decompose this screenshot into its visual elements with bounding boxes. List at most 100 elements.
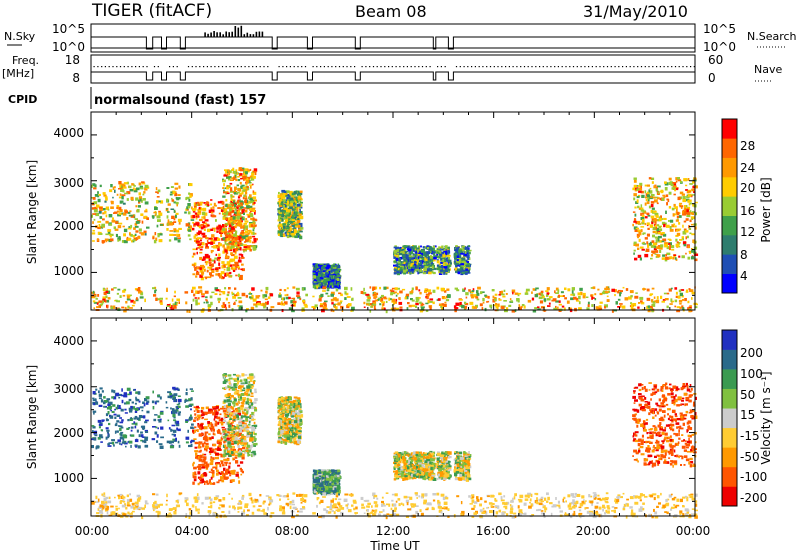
data-cell bbox=[454, 262, 458, 266]
data-cell bbox=[142, 427, 145, 430]
data-cell bbox=[211, 269, 215, 273]
data-cell bbox=[250, 218, 253, 221]
data-cell bbox=[196, 241, 200, 244]
power-cbar-12: 12 bbox=[740, 225, 755, 239]
nave-dot bbox=[350, 66, 352, 68]
cpid-text: normalsound (fast) 157 bbox=[94, 93, 266, 108]
data-cell bbox=[249, 194, 252, 198]
data-cell bbox=[432, 289, 436, 293]
data-cell bbox=[679, 180, 683, 183]
data-cell bbox=[249, 229, 252, 233]
data-cell bbox=[116, 420, 120, 423]
power-colorbar-frame bbox=[721, 118, 738, 294]
data-cell bbox=[228, 217, 230, 221]
data-cell bbox=[676, 215, 680, 219]
data-cell bbox=[288, 199, 292, 201]
data-cell bbox=[123, 288, 127, 291]
data-cell bbox=[279, 205, 283, 208]
data-cell bbox=[280, 229, 283, 233]
data-cell bbox=[667, 199, 670, 203]
data-cell bbox=[169, 395, 173, 399]
beam-title: Beam 08 bbox=[355, 2, 427, 21]
data-cell bbox=[642, 288, 645, 291]
data-cell bbox=[454, 307, 459, 310]
data-cell bbox=[414, 255, 418, 258]
data-cell bbox=[211, 211, 214, 214]
data-cell bbox=[238, 256, 241, 260]
data-cell bbox=[320, 277, 324, 280]
nave-dot bbox=[580, 66, 582, 68]
data-cell bbox=[119, 442, 121, 445]
data-cell bbox=[396, 287, 400, 290]
data-cell bbox=[128, 214, 133, 217]
data-cell bbox=[674, 305, 677, 308]
data-cell bbox=[224, 234, 229, 237]
data-cell bbox=[655, 239, 658, 243]
data-cell bbox=[231, 177, 234, 179]
data-cell bbox=[246, 245, 250, 249]
data-cell bbox=[214, 257, 218, 260]
data-cell bbox=[644, 253, 649, 258]
data-cell bbox=[93, 218, 96, 221]
data-cell bbox=[240, 238, 243, 241]
data-cell bbox=[630, 306, 634, 310]
data-cell bbox=[286, 287, 289, 290]
data-cell bbox=[429, 257, 433, 259]
data-cell bbox=[417, 256, 420, 260]
data-cell bbox=[239, 169, 244, 172]
data-cell bbox=[686, 195, 690, 199]
data-cell bbox=[225, 171, 229, 174]
data-cell bbox=[407, 245, 410, 249]
data-cell bbox=[605, 286, 609, 289]
data-cell bbox=[541, 294, 544, 297]
nave-dot bbox=[678, 66, 680, 68]
nsky-spike bbox=[243, 34, 246, 37]
nave-dot bbox=[546, 66, 548, 68]
data-cell bbox=[254, 211, 256, 215]
data-cell bbox=[238, 213, 242, 218]
nave-dot bbox=[523, 66, 526, 68]
data-cell bbox=[633, 184, 637, 188]
data-cell bbox=[333, 283, 337, 286]
data-cell bbox=[416, 265, 420, 268]
data-cell bbox=[250, 182, 252, 184]
date-title: 31/May/2010 bbox=[583, 2, 688, 21]
data-cell bbox=[647, 198, 650, 202]
data-cell bbox=[232, 269, 236, 272]
data-cell bbox=[237, 179, 241, 182]
data-cell bbox=[106, 290, 111, 294]
data-cell bbox=[401, 288, 406, 291]
data-cell bbox=[96, 238, 99, 241]
data-cell bbox=[412, 257, 416, 261]
data-cell bbox=[446, 288, 450, 291]
data-cell bbox=[299, 297, 302, 301]
data-cell bbox=[124, 306, 127, 310]
data-cell bbox=[237, 265, 240, 269]
data-cell bbox=[129, 189, 134, 192]
data-cell bbox=[210, 301, 213, 306]
data-cell bbox=[460, 263, 465, 266]
data-cell bbox=[318, 265, 322, 267]
data-cell bbox=[422, 252, 425, 254]
data-cell bbox=[213, 260, 216, 264]
data-cell bbox=[291, 232, 296, 236]
data-cell bbox=[648, 177, 652, 180]
data-cell bbox=[220, 291, 224, 293]
data-cell bbox=[318, 274, 323, 277]
data-cell bbox=[373, 295, 378, 298]
data-cell bbox=[682, 224, 684, 228]
data-cell bbox=[244, 247, 248, 250]
data-cell bbox=[138, 192, 141, 196]
data-cell bbox=[172, 396, 176, 400]
data-cell bbox=[254, 172, 257, 175]
data-cell bbox=[175, 437, 177, 441]
data-cell bbox=[408, 265, 410, 269]
data-cell bbox=[682, 299, 685, 301]
data-cell bbox=[221, 201, 225, 205]
data-cell bbox=[249, 245, 253, 248]
nsky-spike bbox=[261, 31, 264, 37]
data-cell bbox=[303, 309, 306, 312]
data-cell bbox=[229, 241, 232, 243]
data-cell bbox=[441, 271, 445, 274]
data-cell bbox=[652, 210, 657, 213]
